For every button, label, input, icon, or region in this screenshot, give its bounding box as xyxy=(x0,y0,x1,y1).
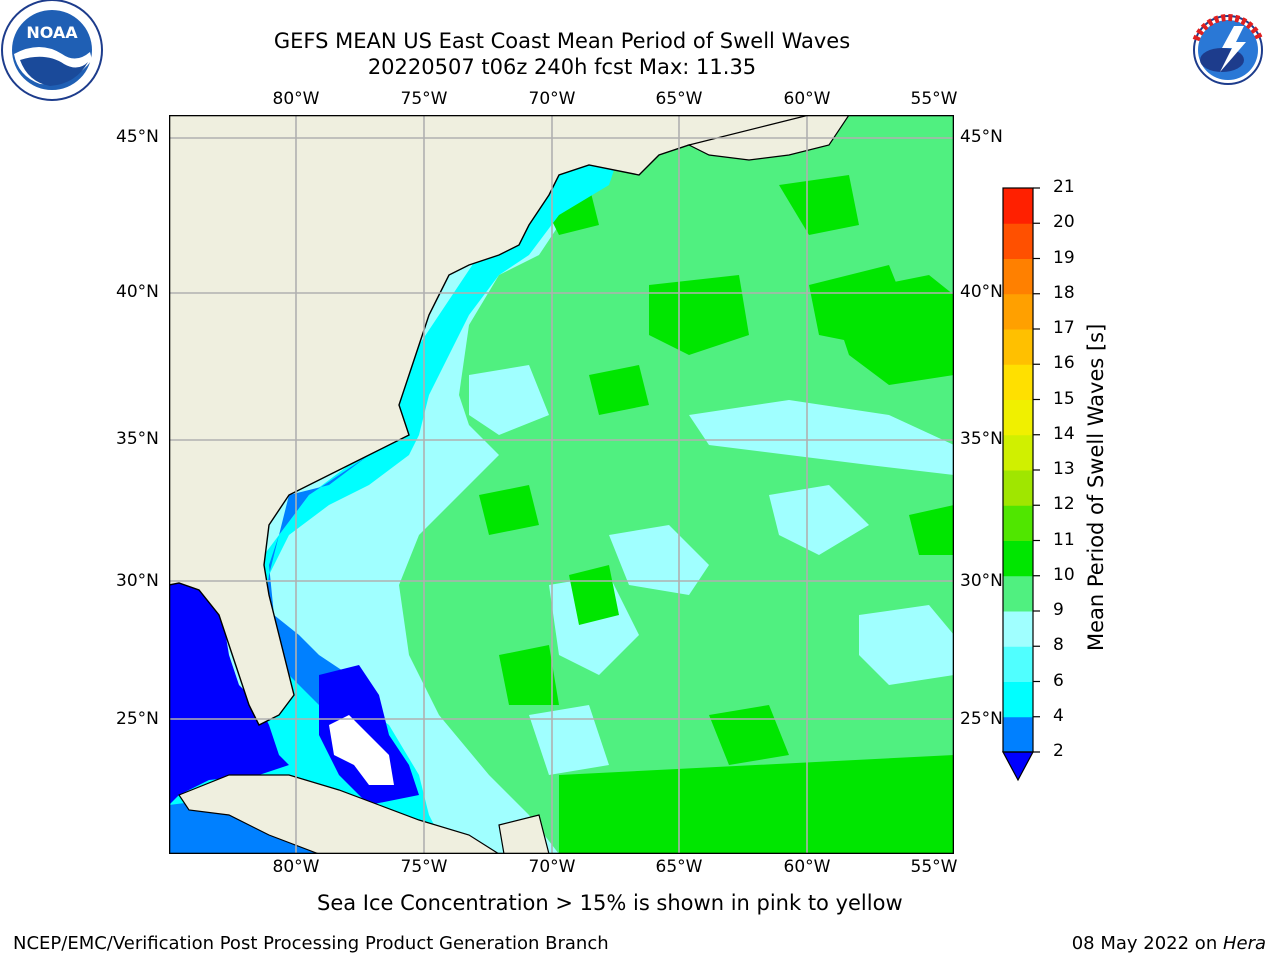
lat-label-right-25n: 25°N xyxy=(960,709,1003,729)
ocean-8-9s-patches xyxy=(469,365,954,775)
colorbar-tick-label: 2 xyxy=(1053,741,1064,761)
ocean-4-6s-nearshore xyxy=(264,455,369,715)
lon-label-top-65w: 65°W xyxy=(655,89,703,109)
colorbar-tick-label: 4 xyxy=(1053,705,1064,726)
lon-label-bottom-70w: 70°W xyxy=(528,857,576,877)
ocean-2-4s-gulf xyxy=(169,581,289,805)
lat-label-right-45n: 45°N xyxy=(960,127,1003,147)
colorbar-tick-label: 6 xyxy=(1053,670,1064,691)
colorbar-segment xyxy=(1003,293,1033,330)
colorbar-segment xyxy=(1003,258,1033,295)
colorbar-tick-label: 20 xyxy=(1053,212,1075,233)
colorbar-tick-label: 21 xyxy=(1053,177,1075,197)
colorbar-segment xyxy=(1003,329,1033,365)
lat-label-left-40n: 40°N xyxy=(116,282,159,302)
colorbar-tick-label: 19 xyxy=(1053,247,1075,268)
colorbar-segment xyxy=(1003,434,1033,471)
colorbar-segment xyxy=(1003,188,1033,224)
nws-logo xyxy=(1176,0,1280,104)
svg-text:NOAA: NOAA xyxy=(26,23,78,42)
bahamas-banks xyxy=(329,715,394,785)
footer-left: NCEP/EMC/Verification Post Processing Pr… xyxy=(13,933,609,954)
lat-label-right-40n: 40°N xyxy=(960,282,1003,302)
land-hispaniola xyxy=(498,814,550,854)
sea-ice-note: Sea Ice Concentration > 15% is shown in … xyxy=(317,891,903,915)
graticule xyxy=(169,115,954,854)
colorbar-segment xyxy=(1003,611,1033,647)
colorbar-tick-label: 9 xyxy=(1053,600,1064,620)
lat-label-right-30n: 30°N xyxy=(960,571,1003,591)
lon-label-bottom-75w: 75°W xyxy=(400,857,448,877)
footer-right: 08 May 2022 on Hera xyxy=(1072,933,1266,954)
colorbar-segment xyxy=(1003,505,1033,541)
colorbar-title: Mean Period of Swell Waves [s] xyxy=(1084,323,1108,651)
colorbar-segment xyxy=(1003,470,1033,506)
colorbar-under-arrow xyxy=(1001,751,1035,782)
colorbar-segment xyxy=(1003,681,1033,718)
colorbar-segment xyxy=(1003,540,1033,577)
colorbar-tick-label: 11 xyxy=(1053,529,1075,550)
lat-label-left-45n: 45°N xyxy=(116,127,159,147)
colorbar xyxy=(1001,187,1040,782)
lon-label-top-75w: 75°W xyxy=(400,89,448,109)
lon-label-top-55w: 55°W xyxy=(910,89,958,109)
lon-label-top-80w: 80°W xyxy=(272,89,320,109)
colorbar-tick-label: 17 xyxy=(1053,318,1075,338)
colorbar-tick-label: 12 xyxy=(1053,494,1075,515)
lon-label-bottom-55w: 55°W xyxy=(910,857,958,877)
chart-title-line2: 20220507 t06z 240h fcst Max: 11.35 xyxy=(367,55,757,79)
lat-label-right-35n: 35°N xyxy=(960,429,1003,449)
colorbar-tick-label: 10 xyxy=(1053,564,1075,585)
chart-title-line1: GEFS MEAN US East Coast Mean Period of S… xyxy=(273,29,851,53)
noaa-logo: NOAA xyxy=(0,0,104,104)
colorbar-tick-label: 13 xyxy=(1053,459,1075,479)
lat-label-left-25n: 25°N xyxy=(116,709,159,729)
colorbar-tick-label: 15 xyxy=(1053,388,1075,409)
colorbar-tick-label: 14 xyxy=(1053,423,1075,444)
ocean-10-11s-patches xyxy=(479,175,954,854)
lat-label-left-30n: 30°N xyxy=(116,571,159,591)
swell-period-map xyxy=(169,115,954,854)
footer-date: 08 May 2022 on xyxy=(1071,933,1223,954)
lon-label-bottom-65w: 65°W xyxy=(655,857,703,877)
lon-label-top-70w: 70°W xyxy=(528,89,576,109)
colorbar-tick-label: 18 xyxy=(1053,282,1075,303)
colorbar-segment xyxy=(1003,575,1033,612)
lon-label-bottom-60w: 60°W xyxy=(783,857,831,877)
colorbar-segment xyxy=(1003,646,1033,682)
colorbar-segment xyxy=(1003,364,1033,400)
lon-label-bottom-80w: 80°W xyxy=(272,857,320,877)
lon-label-top-60w: 60°W xyxy=(783,89,831,109)
colorbar-tick-label: 8 xyxy=(1053,635,1064,656)
land-cuba xyxy=(178,774,501,854)
colorbar-segment xyxy=(1003,223,1033,259)
land-north-america xyxy=(169,115,811,726)
lat-label-left-35n: 35°N xyxy=(116,429,159,449)
colorbar-tick-label: 16 xyxy=(1053,353,1075,374)
colorbar-segment xyxy=(1003,399,1033,436)
footer-machine: Hera xyxy=(1222,933,1266,954)
colorbar-segment xyxy=(1003,716,1033,753)
map-frame xyxy=(169,115,954,854)
